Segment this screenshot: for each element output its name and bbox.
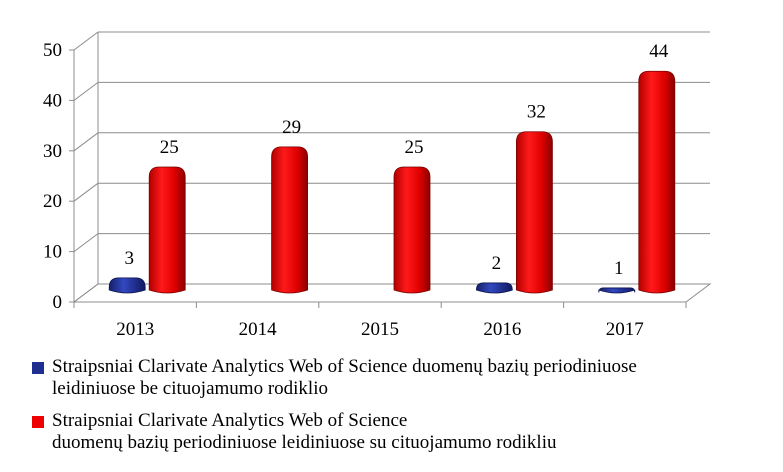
y-tick-label: 0 xyxy=(53,292,63,313)
bar-series-1-2016 xyxy=(476,282,513,294)
y-tick-label: 40 xyxy=(43,90,62,111)
x-tick-label: 2015 xyxy=(361,319,399,340)
y-tick-label: 50 xyxy=(43,40,62,61)
bar-series-1-2013 xyxy=(108,277,146,294)
gridline-side xyxy=(73,132,99,152)
x-tick-label: 2017 xyxy=(606,319,644,340)
bar-series-2-2016 xyxy=(516,131,553,294)
bar-series-2-2014 xyxy=(271,146,308,294)
gridline-side xyxy=(73,283,99,303)
gridline-side xyxy=(73,182,99,202)
bar-series-2-2017 xyxy=(638,70,676,294)
data-label-series-2-2014: 29 xyxy=(282,117,301,138)
data-label-series-2-2017: 44 xyxy=(649,41,669,62)
x-tick-label: 2016 xyxy=(483,319,521,340)
x-tick-label: 2014 xyxy=(239,319,278,340)
y-tick-label: 10 xyxy=(43,242,62,263)
legend-swatch-blue xyxy=(32,362,44,374)
y-tick-label: 30 xyxy=(43,141,62,162)
legend-swatch-red xyxy=(32,416,44,428)
bar-series-1-2017 xyxy=(598,287,636,294)
data-label-series-1-2017: 1 xyxy=(614,258,624,279)
data-label-series-2-2016: 32 xyxy=(527,102,546,123)
data-label-series-1-2013: 3 xyxy=(124,248,134,269)
legend-label-series-1-line-1: Straipsniai Clarivate Analytics Web of S… xyxy=(52,356,637,377)
legend-item-series-2: Straipsniai Clarivate Analytics Web of S… xyxy=(32,410,777,454)
legend-item-series-1: Straipsniai Clarivate Analytics Web of S… xyxy=(32,356,777,400)
x-tick-label: 2013 xyxy=(116,319,154,340)
data-label-series-2-2015: 25 xyxy=(405,137,424,158)
legend-label-series-2-line-2: duomenų bazių periodiniuose leidiniuose … xyxy=(52,432,557,453)
gridline-side xyxy=(73,31,99,51)
data-label-series-1-2016: 2 xyxy=(492,253,502,274)
bar-series-2-2015 xyxy=(393,166,431,294)
gridline-side xyxy=(73,82,99,101)
gridline-side xyxy=(73,233,99,253)
data-label-series-2-2013: 25 xyxy=(160,137,179,158)
legend-label-series-2-line-1: Straipsniai Clarivate Analytics Web of S… xyxy=(52,410,408,431)
y-tick-label: 20 xyxy=(43,191,62,212)
legend-label-series-1-line-2: leidiniuose be cituojamumo rodiklio xyxy=(52,378,328,399)
bar-series-2-2013 xyxy=(148,166,186,294)
legend: Straipsniai Clarivate Analytics Web of S… xyxy=(32,356,777,464)
